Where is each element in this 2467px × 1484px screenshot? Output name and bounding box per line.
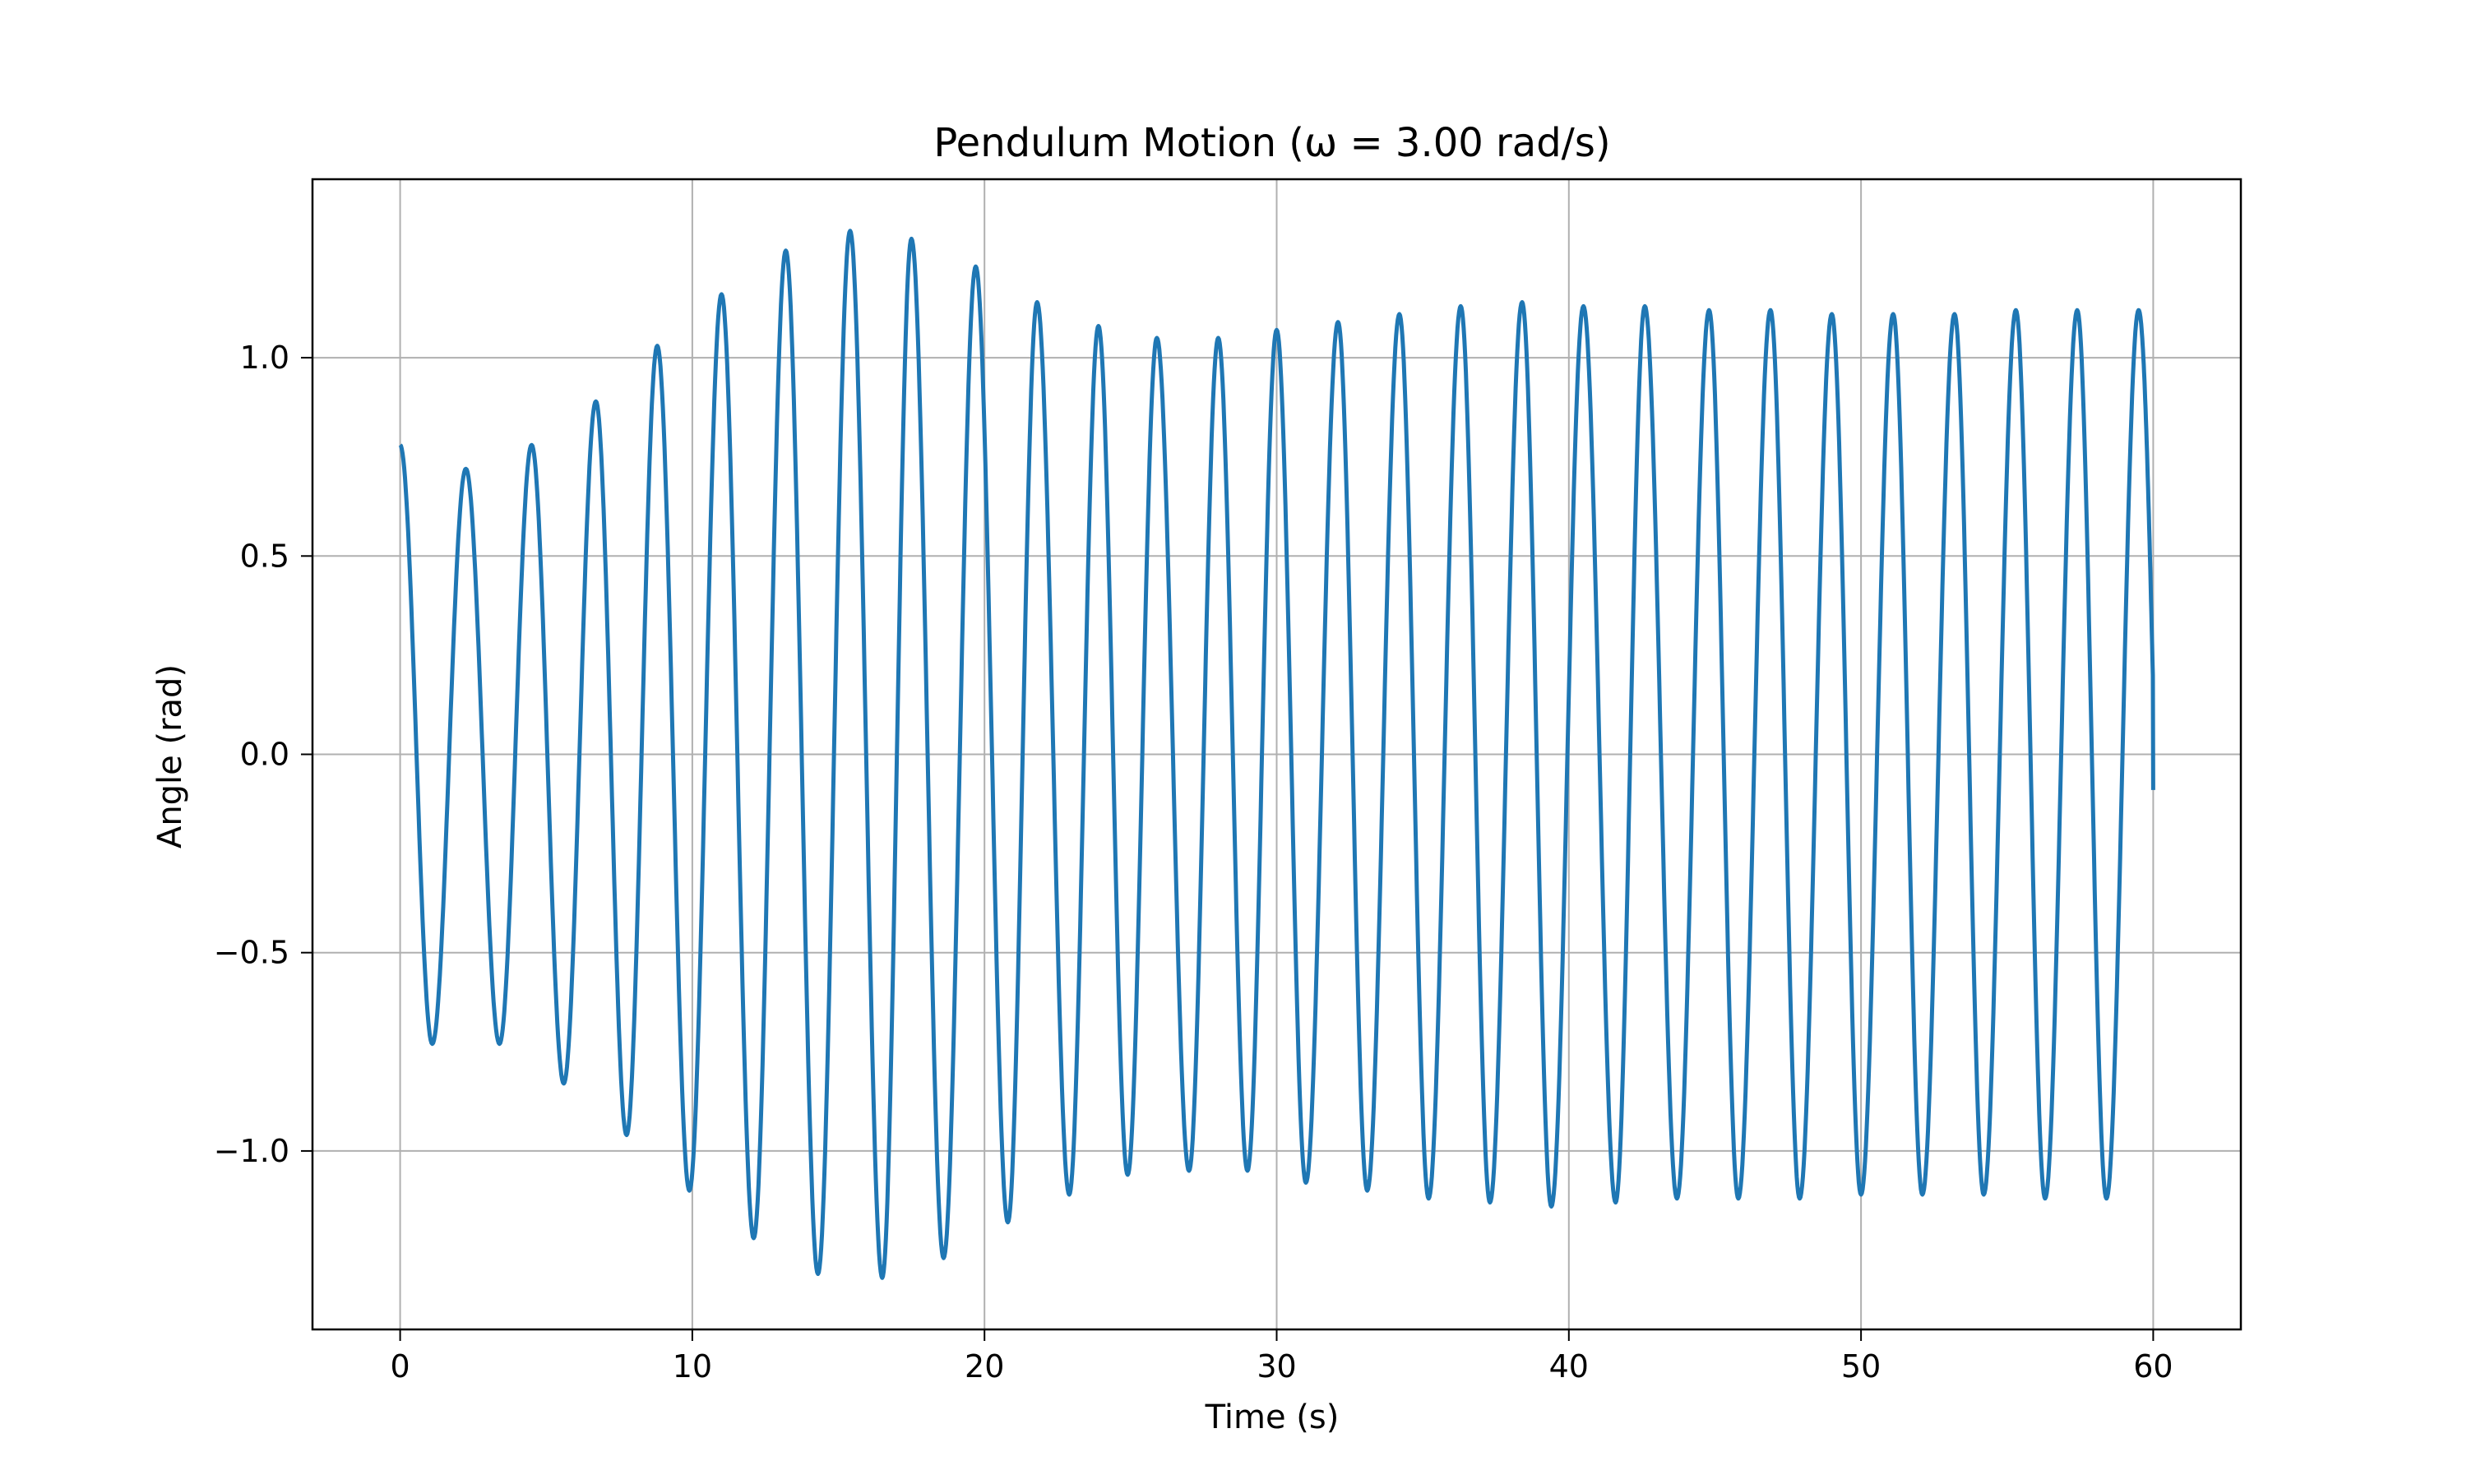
y-tick-label: 0.5 <box>240 538 289 574</box>
x-tick-label: 30 <box>1257 1348 1296 1385</box>
y-tick-label: 1.0 <box>240 340 289 376</box>
chart-title: Pendulum Motion (ω = 3.00 rad/s) <box>933 120 1610 166</box>
x-axis-label: Time (s) <box>1205 1398 1340 1436</box>
x-tick-label: 0 <box>390 1348 410 1385</box>
x-tick-label: 10 <box>673 1348 712 1385</box>
axis-ticks: 0 10 20 30 40 50 60 −1.0 −0.5 0.0 0.5 1.0 <box>214 340 2173 1385</box>
y-axis-label: Angle (rad) <box>151 664 189 848</box>
x-tick-label: 60 <box>2133 1348 2173 1385</box>
y-tick-label: −0.5 <box>214 935 289 971</box>
x-tick-label: 40 <box>1549 1348 1589 1385</box>
y-tick-label: 0.0 <box>240 737 289 773</box>
x-tick-label: 20 <box>965 1348 1004 1385</box>
series-line <box>398 229 2155 1280</box>
series-layer <box>398 229 2155 1280</box>
y-tick-label: −1.0 <box>214 1133 289 1169</box>
x-tick-label: 50 <box>1841 1348 1881 1385</box>
